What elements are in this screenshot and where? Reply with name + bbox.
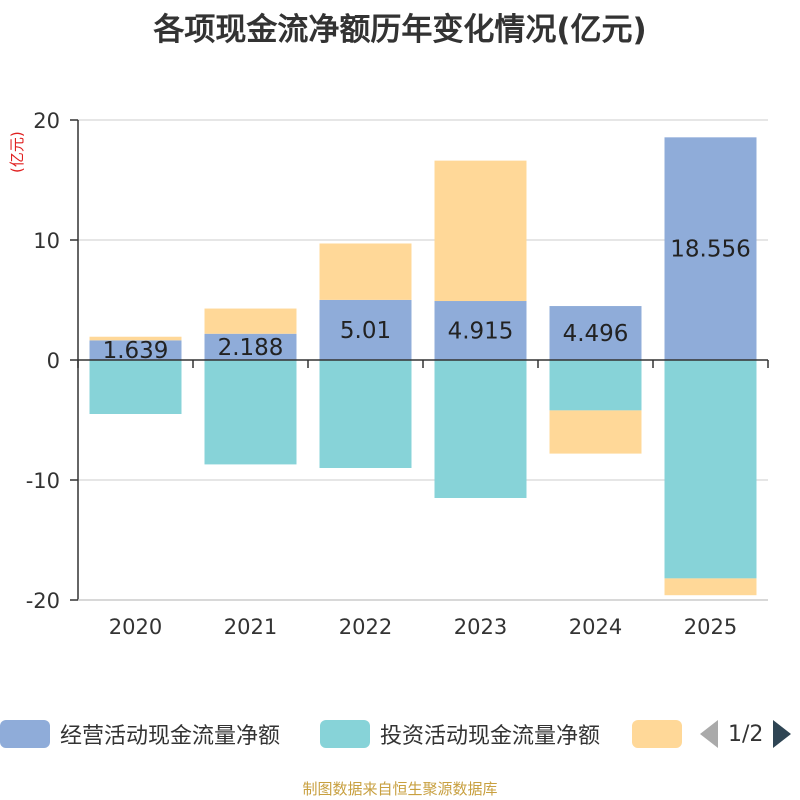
bar-s2-2024 xyxy=(549,410,642,454)
legend-swatch-third xyxy=(632,720,682,748)
y-tick-label--10: -10 xyxy=(26,469,60,493)
bar-s2-2023 xyxy=(434,160,527,302)
legend: 经营活动现金流量净额 投资活动现金流量净额 xyxy=(0,716,800,756)
legend-prev-page-icon[interactable] xyxy=(700,720,718,748)
bar-s1-2024 xyxy=(549,360,642,411)
data-label-2025: 18.556 xyxy=(670,237,750,263)
x-tick-label-2022: 2022 xyxy=(339,615,392,639)
bar-s0-2024 xyxy=(549,306,642,360)
x-tick-label-2021: 2021 xyxy=(224,615,277,639)
bar-s1-2025 xyxy=(664,360,757,579)
y-tick-label-10: 10 xyxy=(33,229,60,253)
y-tick-label--20: -20 xyxy=(26,589,60,613)
bar-s0-2022 xyxy=(319,299,412,360)
data-label-2021: 2.188 xyxy=(218,335,284,361)
legend-next-page-icon[interactable] xyxy=(773,720,792,748)
legend-item-operating[interactable]: 经营活动现金流量净额 xyxy=(0,716,280,752)
bar-s2-2020 xyxy=(89,336,182,341)
bar-s1-2020 xyxy=(89,360,182,414)
bar-s1-2022 xyxy=(319,360,412,468)
source-footer: 制图数据来自恒生聚源数据库 xyxy=(302,780,498,798)
chart-title: 各项现金流净额历年变化情况(亿元) xyxy=(153,12,647,48)
data-label-2023: 4.915 xyxy=(448,319,514,345)
legend-label-investing: 投资活动现金流量净额 xyxy=(380,724,601,749)
x-tick-label-2024: 2024 xyxy=(569,615,622,639)
legend-item-investing[interactable]: 投资活动现金流量净额 xyxy=(320,716,600,752)
bar-s1-2021 xyxy=(204,360,297,465)
bar-s1-2023 xyxy=(434,360,527,498)
bar-s2-2025 xyxy=(664,578,757,596)
legend-swatch-operating xyxy=(0,720,50,748)
y-tick-label-20: 20 xyxy=(33,109,60,133)
bar-s0-2023 xyxy=(434,301,527,360)
legend-swatch-investing xyxy=(320,720,370,748)
bar-s2-2022 xyxy=(319,243,412,300)
legend-label-operating: 经营活动现金流量净额 xyxy=(60,724,281,749)
x-tick-label-2020: 2020 xyxy=(109,615,162,639)
bar-s0-2021 xyxy=(204,333,297,360)
y-tick-label-0: 0 xyxy=(47,349,60,373)
legend-item-third[interactable] xyxy=(632,716,682,752)
x-tick-label-2023: 2023 xyxy=(454,615,507,639)
legend-pager: 1/2 xyxy=(700,716,792,752)
bar-s0-2025 xyxy=(664,137,757,360)
data-label-2024: 4.496 xyxy=(563,321,629,347)
bar-s2-2021 xyxy=(204,308,297,334)
legend-page-indicator: 1/2 xyxy=(728,721,764,747)
data-label-2022: 5.01 xyxy=(340,318,391,344)
bar-s0-2020 xyxy=(89,340,182,360)
x-tick-label-2025: 2025 xyxy=(684,615,737,639)
